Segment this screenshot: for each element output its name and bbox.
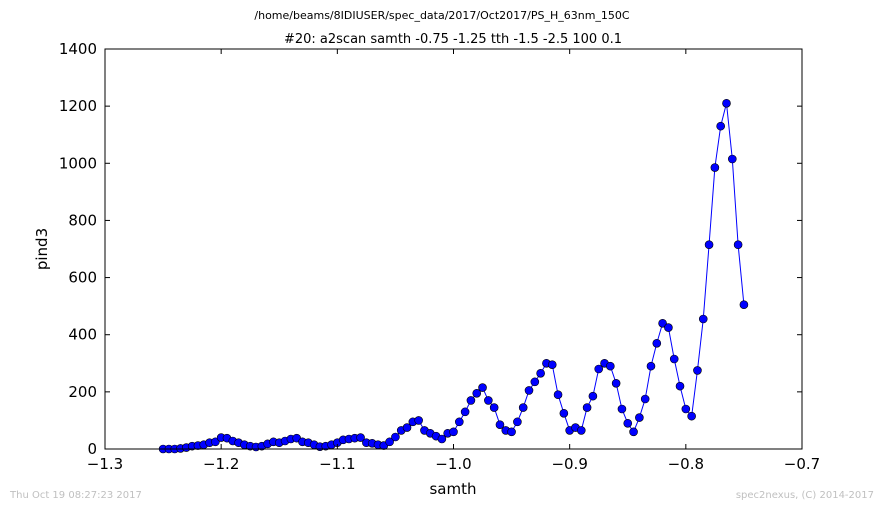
y-tick-label: 1200 — [59, 97, 97, 115]
data-point — [658, 318, 667, 328]
data-point — [611, 378, 621, 388]
data-point — [675, 381, 685, 391]
y-tick-label: 600 — [68, 269, 97, 287]
data-point — [640, 394, 650, 404]
data-point — [455, 417, 464, 427]
y-tick-label: 1400 — [59, 40, 97, 58]
data-point — [530, 377, 540, 387]
data-point — [693, 366, 702, 375]
data-point — [739, 300, 749, 310]
data-point — [449, 427, 458, 437]
data-point — [704, 240, 714, 250]
data-point — [687, 411, 696, 421]
data-point — [356, 433, 365, 442]
data-point — [484, 396, 493, 405]
data-point — [716, 121, 725, 131]
data-point — [513, 417, 522, 427]
data-point — [536, 368, 545, 378]
data-point — [606, 361, 615, 371]
data-point — [646, 361, 656, 371]
y-axis-label: pind3 — [33, 228, 51, 270]
data-point — [582, 403, 592, 412]
footer-timestamp: Thu Oct 19 08:27:23 2017 — [9, 490, 142, 501]
x-axis-label: samth — [429, 480, 476, 498]
data-point — [472, 388, 482, 398]
data-point — [495, 420, 505, 430]
data-point — [211, 437, 220, 447]
data-point — [669, 354, 679, 364]
data-point — [559, 408, 569, 418]
y-tick-label: 1000 — [59, 154, 97, 172]
data-point — [629, 427, 638, 437]
data-point — [594, 364, 604, 374]
plot-frame — [104, 48, 803, 450]
y-tick-label: 200 — [68, 383, 97, 401]
data-point — [478, 383, 487, 392]
file-path-title: /home/beams/8IDIUSER/spec_data/2017/Oct2… — [254, 9, 630, 22]
data-point — [617, 404, 627, 414]
data-point — [623, 418, 633, 428]
x-tick-label: −1.3 — [87, 455, 123, 473]
data-point — [710, 163, 720, 172]
data-point — [518, 403, 528, 412]
series-layer — [158, 98, 749, 454]
data-point — [460, 407, 470, 417]
data-point — [733, 240, 743, 250]
data-point — [437, 434, 447, 444]
y-tick-label: 400 — [68, 326, 97, 344]
data-point — [588, 391, 598, 401]
ticks-layer: −1.3 −1.2 −1.1 −1.0 −0.9 −0.8 −0.7 0 200 400 600 80… — [59, 40, 820, 473]
data-point — [722, 98, 731, 108]
x-tick-label: −0.7 — [784, 455, 820, 473]
x-tick-label: −1.1 — [319, 455, 355, 473]
data-point — [553, 390, 563, 400]
data-point — [524, 386, 534, 395]
footer-credit: spec2nexus, (C) 2014-2017 — [736, 490, 874, 501]
x-tick-label: −1.2 — [203, 455, 239, 473]
data-point — [414, 416, 423, 425]
data-point — [698, 314, 708, 324]
data-point — [681, 404, 691, 414]
data-point — [727, 154, 737, 164]
data-point — [547, 360, 557, 370]
data-point — [652, 338, 662, 348]
data-point — [507, 427, 516, 437]
data-point — [576, 426, 586, 435]
data-point — [385, 437, 394, 447]
data-point — [489, 403, 499, 412]
y-tick-label: 0 — [87, 440, 97, 458]
y-tick-label: 800 — [68, 211, 97, 229]
x-tick-label: −0.8 — [668, 455, 704, 473]
x-tick-label: −0.9 — [551, 455, 587, 473]
data-point — [466, 396, 476, 405]
data-point — [391, 432, 400, 442]
plot-area — [105, 49, 802, 449]
data-point — [635, 413, 644, 422]
data-point — [402, 423, 412, 432]
x-tick-label: −1.0 — [435, 455, 471, 473]
data-point — [664, 323, 673, 332]
chart-title: #20: a2scan samth -0.75 -1.25 tth -1.5 -… — [284, 32, 622, 47]
